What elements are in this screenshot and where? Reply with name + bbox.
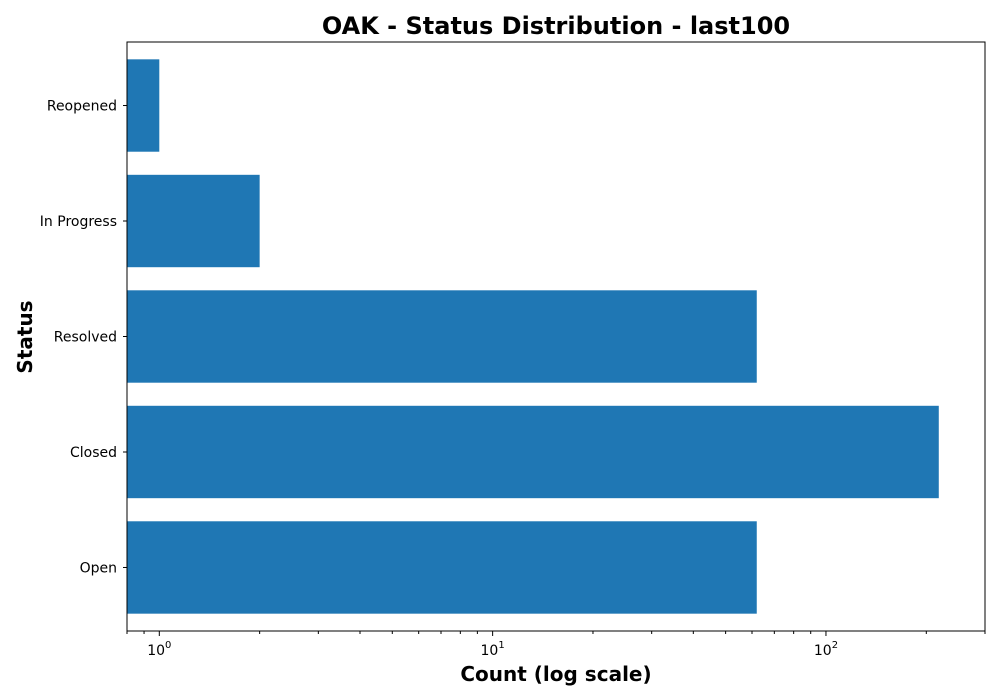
bar-resolved xyxy=(127,290,757,383)
y-axis-ticks: Open Closed Resolved In Progress Reopened xyxy=(40,99,127,576)
x-axis-ticks: 100 101 102 xyxy=(126,631,986,659)
bar-in-progress xyxy=(127,174,260,268)
y-tick-label-resolved: Resolved xyxy=(54,330,117,346)
x-tick-label: 100 xyxy=(147,640,171,659)
y-tick-label-closed: Closed xyxy=(70,445,117,461)
x-tick-label: 101 xyxy=(481,640,505,659)
plot-frame xyxy=(126,41,986,632)
bar-reopened xyxy=(127,59,160,152)
bar-closed xyxy=(127,405,939,499)
y-axis-label: Status xyxy=(13,300,37,373)
chart-title: OAK - Status Distribution - last100 xyxy=(322,12,790,40)
x-axis-label: Count (log scale) xyxy=(460,662,651,686)
bar-open xyxy=(127,521,757,614)
y-tick-label-open: Open xyxy=(80,560,117,576)
bars-group xyxy=(127,59,939,614)
x-tick-label: 102 xyxy=(814,640,838,659)
y-tick-label-reopened: Reopened xyxy=(47,99,117,115)
y-tick-label-in-progress: In Progress xyxy=(40,214,117,230)
